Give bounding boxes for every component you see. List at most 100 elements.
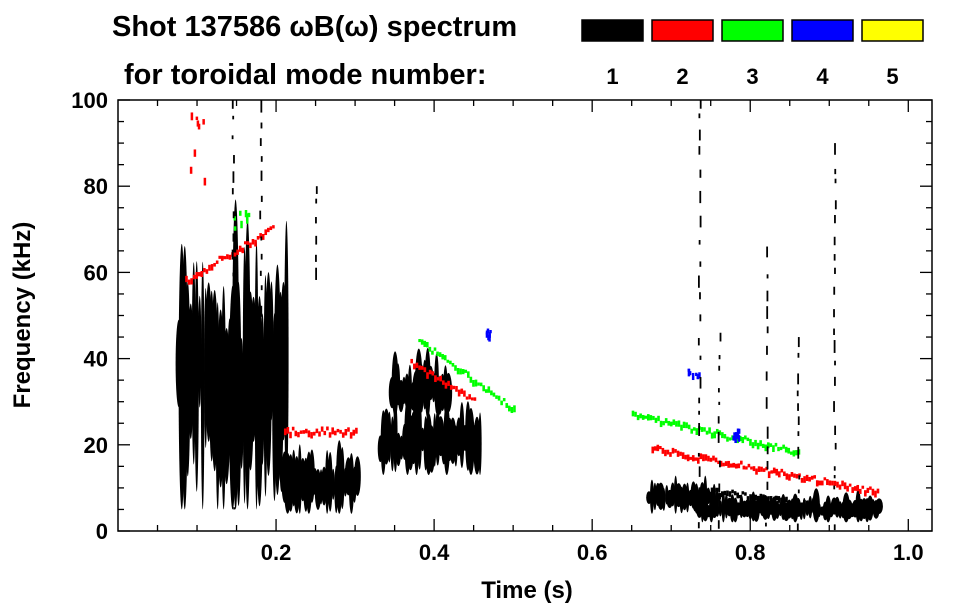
spectrum-trace-mode-3: [759, 440, 762, 447]
spectrum-spot-mode-2: [203, 177, 207, 186]
spectrum-trace-mode-1: [738, 494, 742, 499]
spectrum-trace-mode-3: [779, 446, 783, 451]
spectrum-trace-mode-2: [289, 431, 292, 439]
spectrum-streak-mode-1: [834, 214, 836, 224]
spectrum-trace-mode-2: [233, 252, 237, 257]
spectrum-blob-mode-1: [235, 281, 242, 506]
spectrum-trace-mode-2: [215, 260, 219, 264]
spectrum-spot-mode-2: [195, 116, 199, 121]
spectrum-streak-mode-1: [698, 397, 701, 404]
spectrum-trace-mode-1: [754, 494, 757, 501]
spectrum-trace-mode-3: [667, 420, 671, 426]
spectrum-trace-mode-3: [436, 351, 439, 357]
spectrum-trace-mode-2: [681, 452, 685, 459]
spectrum-trace-mode-3: [451, 362, 455, 367]
spectrum-trace-mode-1: [749, 494, 752, 500]
spectrum-trace-mode-3: [438, 352, 442, 357]
spectrum-streak-mode-1: [699, 292, 701, 300]
spectrum-trace-mode-2: [449, 384, 453, 390]
spectrum-trace-mode-3: [754, 439, 757, 447]
spectrum-trace-mode-2: [334, 430, 337, 436]
spectrum-trace-mode-2: [828, 480, 832, 486]
spectrum-trace-mode-3: [772, 445, 775, 453]
spectrum-streak-mode-1: [232, 171, 235, 183]
spectrum-streak-mode-1: [718, 355, 721, 360]
spectrum-streak-mode-1: [259, 342, 262, 348]
x-tick-label: 0.4: [419, 540, 450, 565]
spectrum-trace-mode-2: [775, 468, 779, 476]
spectrum-trace-mode-3: [657, 415, 660, 422]
spectrum-streak-mode-1: [796, 523, 799, 531]
spectrum-trace-mode-2: [455, 386, 458, 392]
spectrum-streak-mode-1: [315, 198, 318, 204]
spectrum-trace-mode-2: [418, 365, 421, 370]
spectrum-trace-mode-1: [782, 497, 786, 505]
spectrum-trace-mode-3: [420, 339, 424, 345]
spectrum-streak-mode-1: [833, 524, 836, 531]
axis-tick-labels: 0.2 0.4 0.6 0.8 1.0 0 20 40 60 80 100: [71, 88, 923, 565]
spectrum-streak-mode-1: [718, 401, 721, 405]
spectrum-streak-mode-1: [797, 489, 800, 494]
spectrum-trace-mode-2: [661, 447, 665, 454]
spectrum-trace-mode-1: [787, 501, 791, 508]
spectrum-trace-mode-3: [764, 444, 768, 452]
x-axis-label: Time (s): [481, 577, 573, 604]
spectrum-trace-mode-3: [713, 431, 716, 439]
spectrum-streak-mode-1: [718, 365, 721, 371]
spectrum-spot-mode-3: [233, 226, 237, 231]
spectrum-streak-mode-1: [232, 396, 234, 403]
spectrum-blob-mode-1: [721, 491, 726, 523]
spectrum-streak-mode-1: [717, 520, 720, 529]
spectrum-blob-mode-1: [325, 450, 330, 514]
spectrum-trace-mode-3: [418, 339, 421, 343]
spectrum-streak-mode-1: [697, 452, 700, 457]
spectrum-blob-mode-1: [354, 456, 361, 497]
spectrum-spot-mode-4: [485, 330, 489, 335]
spectrum-trace-mode-3: [672, 419, 676, 425]
spectrum-trace-mode-2: [349, 432, 353, 439]
spectrum-trace-mode-2: [783, 471, 786, 477]
spectrum-marks: [175, 100, 883, 531]
spectrum-streak-mode-1: [699, 377, 702, 389]
spectrum-trace-mode-2: [740, 460, 743, 465]
spectrum-spot-mode-4: [695, 372, 698, 377]
spectrum-trace-mode-2: [651, 446, 655, 454]
spectrum-trace-mode-2: [195, 272, 199, 279]
spectrum-blob-mode-1: [715, 504, 720, 517]
spectrum-streak-mode-1: [232, 380, 235, 391]
spectrum-trace-mode-3: [484, 389, 488, 393]
spectrum-streak-mode-1: [834, 168, 837, 175]
spectrum-trace-mode-1: [746, 496, 750, 502]
spectrum-streak-mode-1: [233, 287, 236, 291]
spectrum-streak-mode-1: [260, 285, 263, 291]
spectrum-trace-mode-2: [203, 267, 206, 273]
spectrum-trace-mode-2: [760, 466, 763, 472]
spectrum-trace-mode-1: [785, 496, 788, 503]
spectrum-trace-mode-2: [286, 427, 290, 434]
spectrum-streak-mode-1: [717, 432, 720, 443]
spectrum-trace-mode-2: [767, 471, 771, 479]
spectrum-trace-mode-2: [465, 396, 469, 400]
spectrum-trace-mode-3: [464, 369, 468, 373]
spectrum-streak-mode-1: [765, 371, 768, 381]
spectrum-trace-mode-2: [826, 479, 829, 486]
spectrum-trace-mode-2: [187, 279, 191, 285]
spectrum-streak-mode-1: [765, 397, 768, 409]
spectrum-streak-mode-1: [233, 306, 236, 310]
spectrum-blob-mode-1: [348, 453, 355, 514]
spectrum-trace-mode-2: [428, 369, 432, 375]
spectrum-streak-mode-1: [231, 249, 234, 260]
spectrum-trace-mode-2: [452, 385, 456, 390]
spectrum-streak-mode-1: [260, 100, 263, 113]
spectrum-trace-mode-2: [246, 241, 250, 245]
spectrum-streak-mode-1: [766, 274, 769, 279]
spectrum-blob-mode-1: [478, 412, 482, 475]
spectrum-trace-mode-2: [318, 431, 321, 437]
spectrum-trace-mode-1: [744, 492, 747, 496]
spectrum-streak-mode-1: [833, 466, 836, 471]
spectrum-streak-mode-1: [232, 115, 235, 120]
spectrum-spot-mode-2: [197, 123, 201, 130]
spectrum-streak-mode-1: [699, 314, 702, 322]
spectrum-trace-mode-2: [717, 460, 720, 465]
